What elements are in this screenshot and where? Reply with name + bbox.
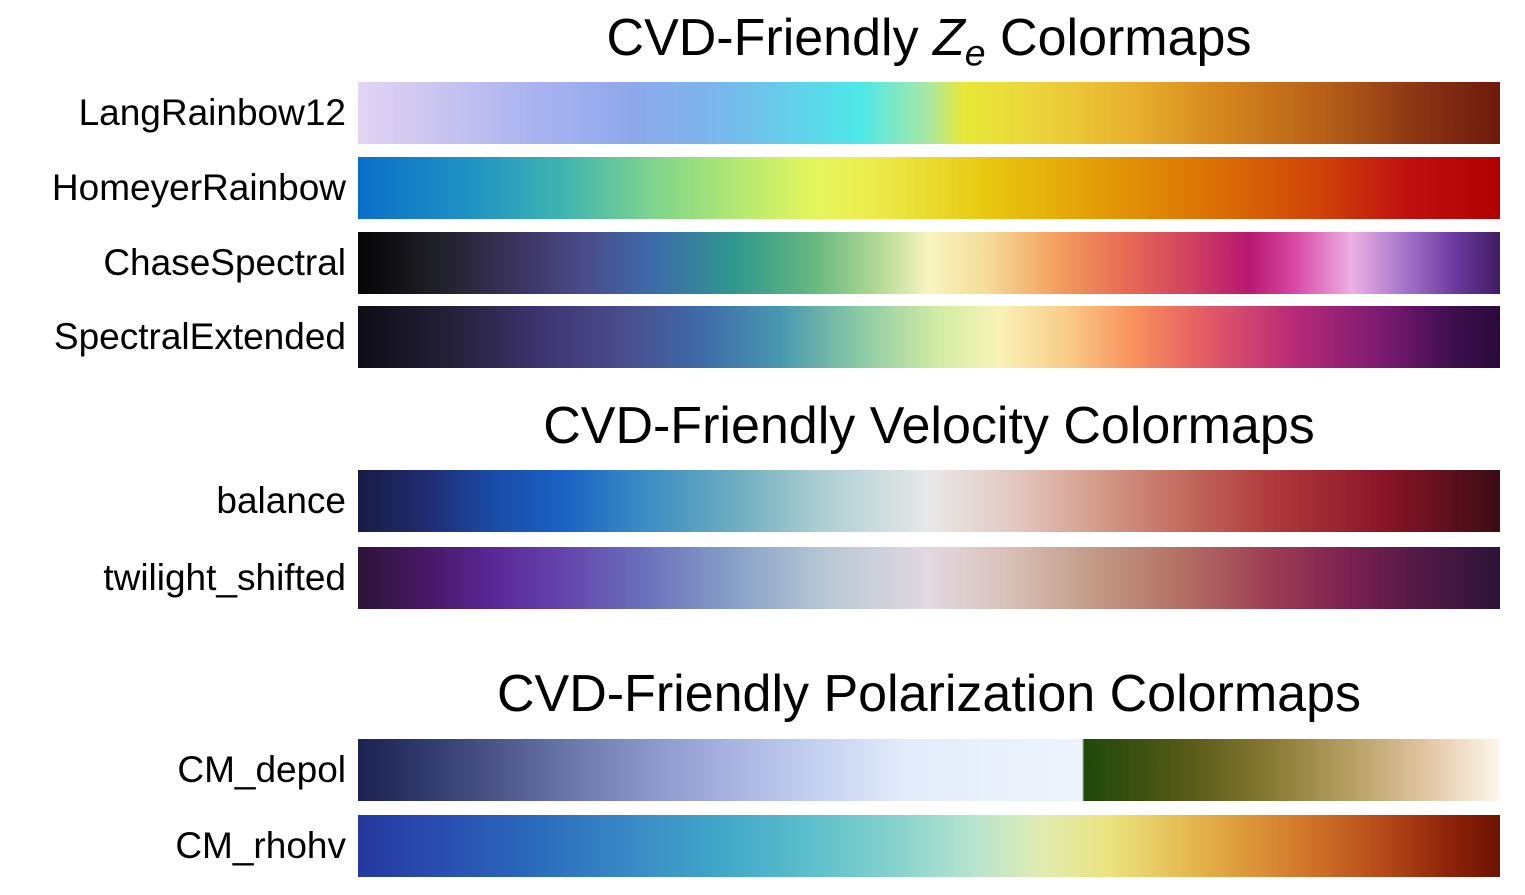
ze-subscript: e xyxy=(964,31,986,74)
velocity-colormaps-title: CVD-Friendly Velocity Colormaps xyxy=(543,397,1315,455)
ze-symbol: Ze xyxy=(933,9,986,71)
colormap-bar-spectralextended xyxy=(358,306,1500,368)
colormap-label: LangRainbow12 xyxy=(78,92,346,133)
colormap-row-balance: balance xyxy=(0,470,1500,532)
colormap-bar-balance xyxy=(358,470,1500,532)
ze-variable: Z xyxy=(933,9,965,67)
colormap-label: twilight_shifted xyxy=(103,557,346,598)
colormap-label: ChaseSpectral xyxy=(103,242,346,283)
colormap-row-twilight-shifted: twilight_shifted xyxy=(0,547,1500,609)
colormap-bar-langrainbow12 xyxy=(358,82,1500,144)
colormap-row-spectralextended: SpectralExtended xyxy=(0,306,1500,368)
colormap-label: balance xyxy=(216,480,346,521)
colormap-label: CM_depol xyxy=(177,749,346,790)
colormap-row-cm-rhohv: CM_rhohv xyxy=(0,815,1500,877)
colormap-label: HomeyerRainbow xyxy=(51,167,346,208)
colormap-row-cm-depol: CM_depol xyxy=(0,739,1500,801)
ze-colormaps-title: CVD-Friendly Ze Colormaps xyxy=(358,8,1500,71)
colormap-bar-cm-depol xyxy=(358,739,1500,801)
title-suffix: Colormaps xyxy=(985,9,1252,67)
polarization-colormaps-title: CVD-Friendly Polarization Colormaps xyxy=(496,665,1362,723)
colormap-bar-homeyerrainbow xyxy=(358,157,1500,219)
colormap-row-chasespectral: ChaseSpectral xyxy=(0,232,1500,294)
title-prefix: CVD-Friendly xyxy=(606,9,934,67)
colormap-row-homeyerrainbow: HomeyerRainbow xyxy=(0,157,1500,219)
colormap-label: SpectralExtended xyxy=(53,316,346,357)
colormap-bar-cm-rhohv xyxy=(358,815,1500,877)
colormap-bar-chasespectral xyxy=(358,232,1500,294)
colormap-bar-twilight-shifted xyxy=(358,547,1500,609)
colormap-row-langrainbow12: LangRainbow12 xyxy=(0,82,1500,144)
colormap-label: CM_rhohv xyxy=(175,825,346,866)
